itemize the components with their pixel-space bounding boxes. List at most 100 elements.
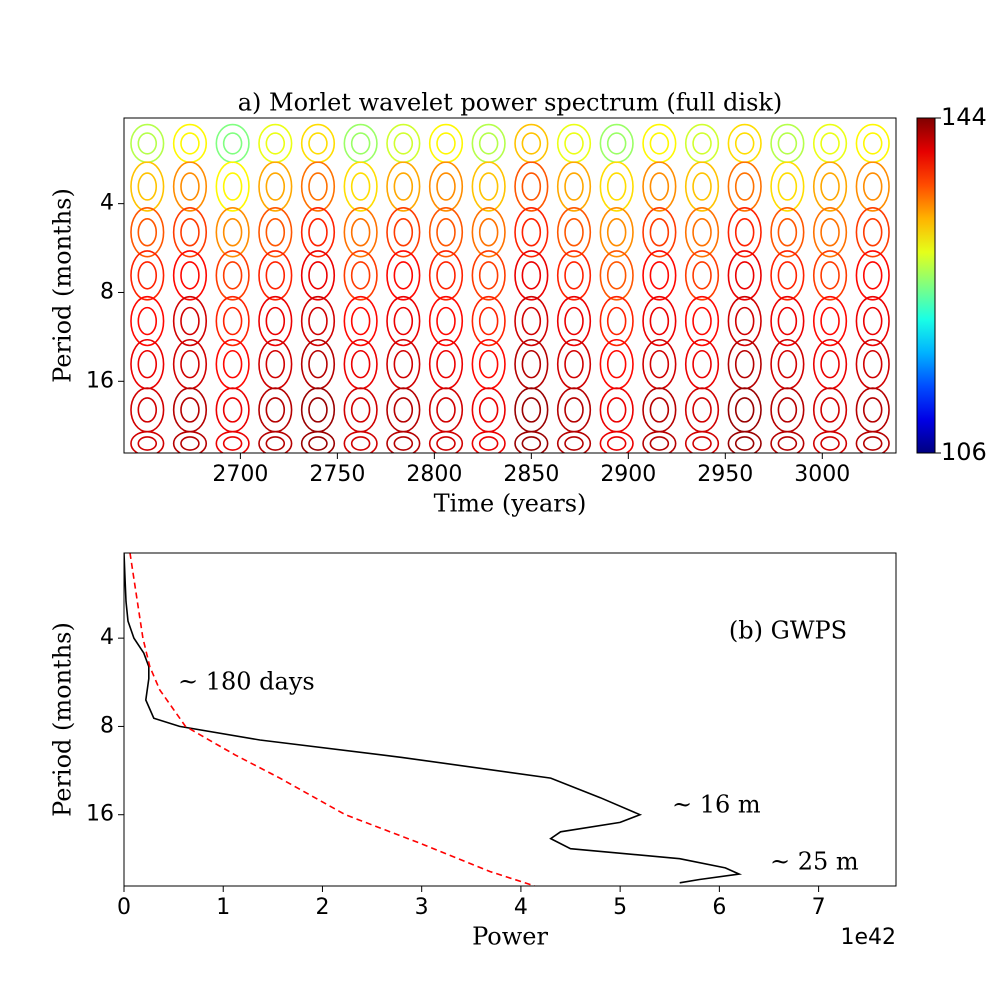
contour: [386, 295, 421, 347]
contour: [308, 218, 328, 247]
contour: [514, 123, 549, 164]
contour: [308, 349, 328, 379]
contour: [855, 295, 890, 347]
contour: [180, 172, 200, 201]
contour: [862, 306, 883, 336]
contour: [521, 436, 542, 451]
contour: [564, 261, 584, 290]
x-tick-label: 2850: [503, 462, 559, 487]
contour: [350, 306, 371, 336]
contour: [137, 436, 158, 451]
contour: [642, 387, 677, 433]
annotation: (b) GWPS: [729, 617, 847, 645]
contour: [300, 123, 336, 164]
contour: [599, 430, 634, 453]
x-tick-label: 7: [812, 895, 826, 920]
contour: [564, 172, 584, 201]
contour: [265, 306, 286, 336]
contour: [556, 123, 592, 164]
contour: [514, 295, 549, 347]
contour: [265, 261, 286, 290]
contour: [180, 397, 200, 423]
contour: [820, 306, 840, 336]
contour: [642, 207, 677, 258]
contour: [649, 436, 670, 451]
contour: [556, 387, 592, 433]
contour: [393, 218, 414, 247]
contour: [308, 132, 328, 155]
contour: [308, 261, 328, 290]
contour: [222, 261, 243, 290]
contour: [642, 295, 677, 347]
contour: [649, 132, 670, 155]
contour: [130, 123, 165, 164]
contour: [649, 397, 670, 423]
contour: [599, 250, 634, 301]
contour: [130, 338, 165, 390]
contour: [343, 430, 378, 453]
contour: [343, 123, 378, 164]
contour: [386, 250, 421, 301]
contour: [812, 250, 848, 301]
contour: [300, 250, 336, 301]
contour: [556, 295, 592, 347]
contour: [386, 207, 421, 258]
contour: [812, 387, 848, 433]
plot-frame: [123, 117, 897, 454]
contour: [478, 306, 499, 336]
contour: [777, 261, 798, 290]
contour: [180, 436, 200, 451]
contour: [770, 295, 805, 347]
contour: [727, 161, 762, 212]
contour: [393, 261, 414, 290]
contour: [265, 172, 286, 201]
contour: [300, 430, 336, 453]
contour: [727, 123, 762, 164]
contour: [862, 436, 883, 451]
x-tick-label: 1: [216, 895, 230, 920]
contour: [215, 338, 250, 390]
contour: [428, 207, 464, 258]
contour: [649, 261, 670, 290]
contour: [172, 338, 208, 390]
contour: [308, 397, 328, 423]
contour: [215, 161, 250, 212]
contour: [770, 250, 805, 301]
contour: [770, 387, 805, 433]
contour: [308, 172, 328, 201]
contour: [692, 306, 712, 336]
contour: [812, 123, 848, 164]
contour: [521, 397, 542, 423]
contour: [428, 123, 464, 164]
contour: [556, 430, 592, 453]
contour: [350, 349, 371, 379]
contour: [684, 387, 720, 433]
contour: [649, 349, 670, 379]
contour: [393, 436, 414, 451]
contour: [556, 250, 592, 301]
contour: [308, 436, 328, 451]
contour: [777, 132, 798, 155]
contour: [564, 436, 584, 451]
contour: [812, 207, 848, 258]
contour: [343, 295, 378, 347]
contour: [343, 207, 378, 258]
contour: [180, 261, 200, 290]
contour: [770, 123, 805, 164]
contour: [471, 338, 506, 390]
contour: [820, 172, 840, 201]
contour: [606, 172, 627, 201]
contour: [862, 132, 883, 155]
x-tick-label: 4: [514, 895, 528, 920]
contour: [258, 338, 293, 390]
contour: [393, 132, 414, 155]
contour: [777, 172, 798, 201]
contour: [258, 161, 293, 212]
contour: [222, 132, 243, 155]
contour: [564, 132, 584, 155]
contour: [564, 306, 584, 336]
contour: [556, 207, 592, 258]
contour: [734, 349, 755, 379]
contour: [734, 218, 755, 247]
